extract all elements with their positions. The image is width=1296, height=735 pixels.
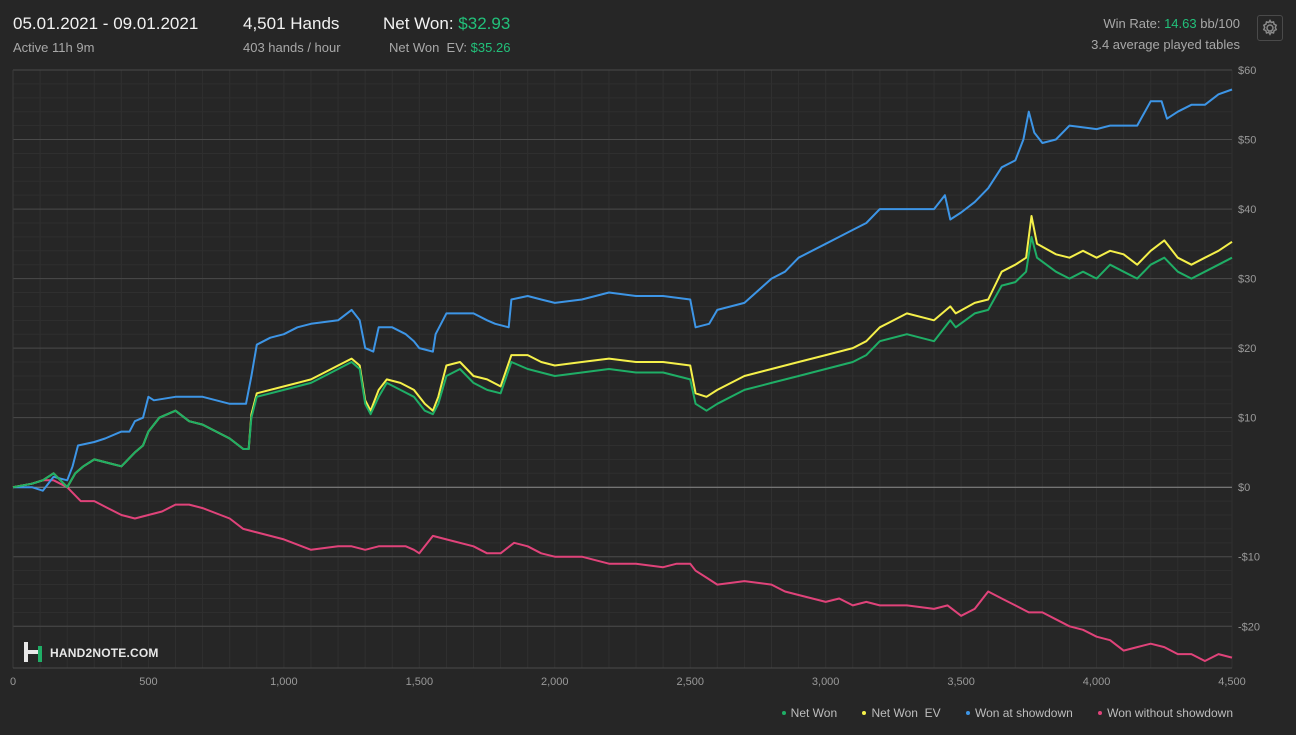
y-tick-label: $30: [1238, 274, 1256, 286]
series-line-net-won-ev: [12, 215, 1233, 489]
x-tick-label: 2,000: [541, 676, 569, 688]
legend-item-net-won[interactable]: Net Won: [781, 706, 838, 720]
net-won-ev-label: Net Won EV:: [389, 40, 468, 55]
y-tick-label: -$10: [1238, 552, 1260, 564]
hands-count: 4,501 Hands: [243, 14, 340, 33]
x-tick-label: 1,500: [406, 676, 434, 688]
net-won-label: Net Won:: [383, 14, 454, 33]
y-tick-label: $10: [1238, 413, 1256, 425]
y-axis: -$20 -$10 $0 $10 $20 $30 $40 $50 $60: [1238, 65, 1260, 633]
x-tick-label: 1,000: [270, 676, 298, 688]
x-axis: 0 500 1,000 1,500 2,000 2,500 3,000 3,500 4,000 4…: [10, 676, 1246, 688]
y-tick-label: $60: [1238, 65, 1256, 77]
y-tick-label: $50: [1238, 135, 1256, 147]
series-line-won-at-showdown: [13, 88, 1233, 492]
net-won-summary: Net Won: $32.93: [383, 14, 510, 34]
x-tick-label: 4,500: [1218, 676, 1246, 688]
date-range: 05.01.2021 - 09.01.2021: [13, 14, 199, 33]
settings-button[interactable]: [1257, 15, 1283, 41]
active-time: Active 11h 9m: [13, 40, 95, 55]
legend-item-won-without-showdown[interactable]: Won without showdown: [1098, 706, 1233, 720]
net-won-ev-value: $35.26: [470, 40, 511, 55]
hands-per-hour: 403 hands / hour: [243, 40, 341, 55]
series-line-won-without-showdown: [12, 479, 1233, 662]
average-tables: 3.4 average played tables: [1091, 37, 1240, 52]
series-line-net-won: [12, 235, 1233, 489]
legend-label: Won without showdown: [1107, 706, 1233, 720]
y-tick-label: $0: [1238, 482, 1250, 494]
x-tick-label: 3,500: [947, 676, 975, 688]
win-rate: Win Rate: 14.63 bb/100: [1103, 16, 1240, 31]
legend-label: Net Won: [790, 706, 838, 720]
logo-text: HAND2NOTE.COM: [50, 646, 159, 660]
legend-item-won-at-showdown[interactable]: Won at showdown: [965, 706, 1073, 720]
legend: Net Won Net Won EV Won at showdown Won w…: [760, 706, 1233, 720]
x-tick-label: 3,000: [812, 676, 840, 688]
legend-item-net-won-ev[interactable]: Net Won EV: [862, 706, 941, 720]
x-tick-label: 4,000: [1083, 676, 1111, 688]
win-rate-label: Win Rate:: [1103, 16, 1161, 31]
legend-dot-icon: [965, 710, 970, 715]
y-tick-label: -$20: [1238, 621, 1260, 633]
x-tick-label: 2,500: [676, 676, 704, 688]
win-rate-value: 14.63: [1164, 16, 1197, 31]
y-tick-label: $20: [1238, 343, 1256, 355]
header: 05.01.2021 - 09.01.2021 Active 11h 9m 4,…: [0, 0, 1296, 66]
x-tick-label: 500: [139, 676, 157, 688]
win-rate-unit: bb/100: [1200, 16, 1240, 31]
grid: [12, 69, 1233, 669]
legend-label: Net Won EV: [871, 706, 941, 720]
hand2note-logo-icon: [24, 642, 42, 662]
legend-dot-icon: [862, 710, 867, 715]
series-lines: [12, 88, 1233, 662]
legend-label: Won at showdown: [974, 706, 1073, 720]
legend-dot-icon: [1098, 710, 1103, 715]
net-won-value: $32.93: [458, 14, 511, 33]
legend-dot-icon: [781, 710, 786, 715]
gear-icon: [1262, 19, 1278, 36]
x-tick-label: 0: [10, 676, 16, 688]
y-tick-label: $40: [1238, 204, 1256, 216]
net-won-ev-summary: Net Won EV: $35.26: [389, 40, 510, 55]
